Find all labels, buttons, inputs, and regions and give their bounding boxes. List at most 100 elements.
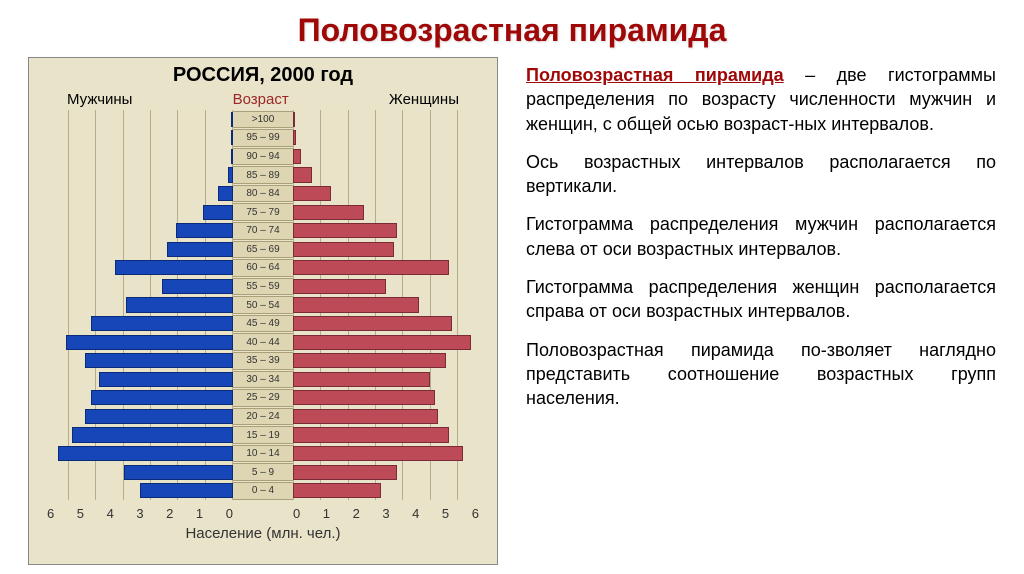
paragraph-summary: Половозрастная пирамида по-зволяет нагля… (526, 338, 996, 411)
male-bar (162, 279, 233, 294)
female-bar (293, 353, 446, 368)
male-bar (218, 186, 233, 201)
x-tick: 2 (166, 506, 173, 521)
x-tick: 2 (353, 506, 360, 521)
male-bar (203, 205, 233, 220)
pyramid-plot: >10095 – 9990 – 9485 – 8980 – 8475 – 797… (47, 110, 479, 500)
male-bar (231, 112, 233, 127)
male-bar (115, 260, 233, 275)
age-bin: 90 – 94 (233, 148, 293, 166)
age-bin: >100 (233, 111, 293, 129)
x-tick: 1 (323, 506, 330, 521)
female-bar (293, 260, 449, 275)
female-bar (293, 186, 331, 201)
x-tick: 3 (136, 506, 143, 521)
x-tick: 0 (293, 506, 300, 521)
male-bar (126, 297, 233, 312)
male-bar (85, 353, 233, 368)
age-bin: 70 – 74 (233, 222, 293, 240)
female-bar (293, 465, 397, 480)
x-tick: 0 (226, 506, 233, 521)
female-bar (293, 112, 295, 127)
x-axis-right: 0 1 2 3 4 5 6 (293, 506, 479, 521)
female-bar (293, 427, 449, 442)
x-axis-label: Население (млн. чел.) (29, 525, 497, 542)
male-bar (91, 316, 233, 331)
x-axis: 6 5 4 3 2 1 0 0 1 2 3 4 5 6 (47, 506, 479, 521)
male-label: Мужчины (67, 91, 132, 108)
x-axis-left: 6 5 4 3 2 1 0 (47, 506, 233, 521)
male-bar (124, 465, 233, 480)
age-bin: 80 – 84 (233, 185, 293, 203)
age-bin: 55 – 59 (233, 278, 293, 296)
x-tick: 3 (382, 506, 389, 521)
population-pyramid-chart: РОССИЯ, 2000 год Мужчины Возраст Женщины… (28, 57, 498, 565)
age-bin: 60 – 64 (233, 259, 293, 277)
content-row: РОССИЯ, 2000 год Мужчины Возраст Женщины… (0, 57, 1024, 565)
female-bar (293, 390, 435, 405)
paragraph-axis: Ось возрастных интервалов располагается … (526, 150, 996, 199)
x-tick: 4 (412, 506, 419, 521)
male-bar (72, 427, 233, 442)
male-bar (140, 483, 233, 498)
age-bin: 30 – 34 (233, 371, 293, 389)
age-bin: 15 – 19 (233, 426, 293, 444)
age-axis: >10095 – 9990 – 9485 – 8980 – 8475 – 797… (233, 110, 293, 500)
age-bin: 45 – 49 (233, 315, 293, 333)
age-bin: 5 – 9 (233, 463, 293, 481)
age-bin: 75 – 79 (233, 203, 293, 221)
paragraph-female: Гистограмма распределения женщин распола… (526, 275, 996, 324)
male-bar (66, 335, 233, 350)
male-bar (99, 372, 233, 387)
slide: Половозрастная пирамида РОССИЯ, 2000 год… (0, 0, 1024, 574)
slide-title: Половозрастная пирамида (0, 0, 1024, 57)
age-bin: 95 – 99 (233, 129, 293, 147)
female-bar (293, 130, 296, 145)
x-tick: 5 (442, 506, 449, 521)
age-bin: 20 – 24 (233, 408, 293, 426)
female-bar (293, 316, 452, 331)
male-bars (47, 110, 233, 500)
female-bar (293, 149, 301, 164)
x-tick: 1 (196, 506, 203, 521)
chart-header: Мужчины Возраст Женщины (29, 87, 497, 110)
female-bar (293, 297, 419, 312)
female-label: Женщины (389, 91, 459, 108)
male-bar (231, 130, 233, 145)
female-bar (293, 205, 364, 220)
age-bin: 0 – 4 (233, 482, 293, 500)
age-bin: 65 – 69 (233, 241, 293, 259)
paragraph-male: Гистограмма распределения мужчин распола… (526, 212, 996, 261)
male-bar (228, 167, 233, 182)
female-bar (293, 446, 463, 461)
female-bar (293, 483, 381, 498)
female-bar (293, 223, 397, 238)
age-label: Возраст (233, 91, 289, 108)
chart-title: РОССИЯ, 2000 год (29, 64, 497, 87)
female-bar (293, 335, 471, 350)
age-bin: 35 – 39 (233, 352, 293, 370)
age-bin: 50 – 54 (233, 296, 293, 314)
male-bar (58, 446, 233, 461)
x-tick: 6 (47, 506, 54, 521)
male-bar (85, 409, 233, 424)
male-bar (167, 242, 233, 257)
female-bars (293, 110, 479, 500)
text-column: Половозрастная пирамида – две гистограмм… (526, 57, 996, 565)
age-bin: 25 – 29 (233, 389, 293, 407)
male-bar (231, 149, 233, 164)
age-bin: 40 – 44 (233, 333, 293, 351)
x-tick: 4 (107, 506, 114, 521)
x-tick: 6 (472, 506, 479, 521)
x-tick: 5 (77, 506, 84, 521)
female-bar (293, 372, 430, 387)
female-bar (293, 279, 386, 294)
female-bar (293, 167, 312, 182)
age-bin: 10 – 14 (233, 445, 293, 463)
male-bar (176, 223, 233, 238)
term: Половозрастная пирамида (526, 65, 784, 85)
definition-paragraph: Половозрастная пирамида – две гистограмм… (526, 63, 996, 136)
male-bar (91, 390, 233, 405)
age-bin: 85 – 89 (233, 166, 293, 184)
female-bar (293, 409, 438, 424)
